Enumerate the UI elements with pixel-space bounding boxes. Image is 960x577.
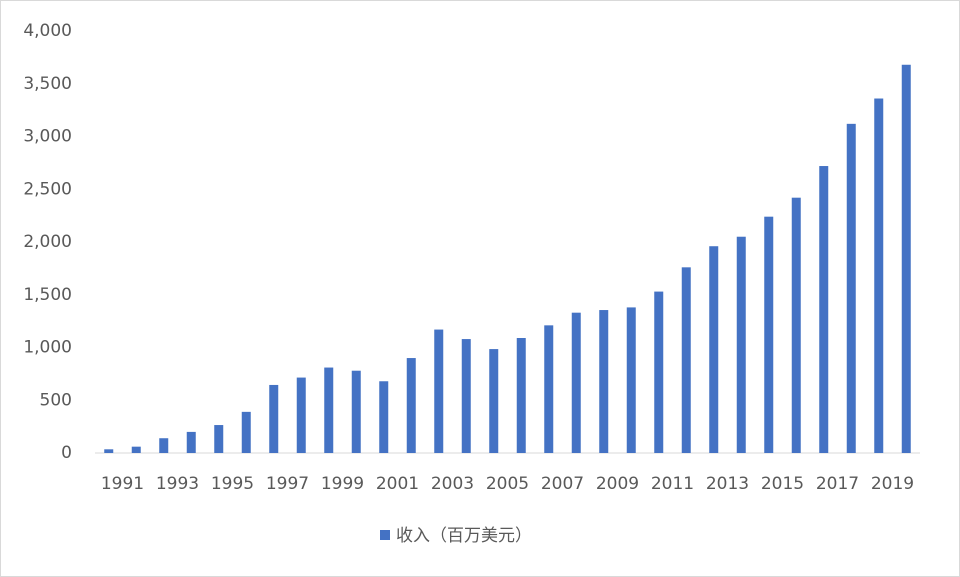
y-tick-label: 1,500: [23, 285, 72, 305]
bar: [516, 338, 526, 453]
x-tick-label: 2007: [541, 474, 584, 494]
x-tick-label: 2011: [651, 474, 694, 494]
bar: [379, 381, 389, 453]
bar: [104, 449, 114, 453]
x-tick-label: 1991: [101, 474, 144, 494]
bar: [131, 446, 141, 453]
x-tick-label: 2019: [871, 474, 914, 494]
bar: [791, 197, 801, 453]
x-tick-label: 1997: [266, 474, 309, 494]
bar: [654, 291, 664, 453]
legend-swatch: [380, 530, 390, 540]
bar: [434, 329, 444, 453]
bar: [681, 267, 691, 453]
bar: [159, 438, 169, 453]
bar: [269, 384, 279, 453]
y-tick-label: 3,000: [23, 127, 72, 147]
x-tick-label: 2005: [486, 474, 529, 494]
y-tick-label: 3,500: [23, 74, 72, 94]
bar: [214, 425, 224, 453]
bar: [241, 411, 251, 453]
y-tick-label: 2,500: [23, 179, 72, 199]
bar: [819, 166, 829, 454]
bar: [406, 358, 416, 453]
y-tick-label: 0: [61, 443, 72, 463]
bar: [846, 123, 856, 453]
bar: [571, 312, 581, 453]
bar: [626, 307, 636, 453]
x-tick-label: 2003: [431, 474, 474, 494]
bar: [736, 236, 746, 453]
x-tick-label: 1995: [211, 474, 254, 494]
y-tick-label: 4,000: [23, 21, 72, 41]
x-tick-label: 1993: [156, 474, 199, 494]
x-tick-label: 2013: [706, 474, 749, 494]
y-tick-label: 500: [40, 390, 72, 410]
bar: [351, 370, 361, 453]
x-tick-label: 2017: [816, 474, 859, 494]
bar: [489, 349, 499, 453]
legend-label: 收入（百万美元）: [396, 526, 532, 546]
y-tick-label: 2,000: [23, 232, 72, 252]
bar: [324, 367, 334, 453]
bar: [764, 216, 774, 453]
x-tick-label: 2009: [596, 474, 639, 494]
bar: [709, 246, 719, 453]
bar: [296, 377, 306, 453]
bar: [874, 98, 884, 454]
x-tick-label: 2015: [761, 474, 804, 494]
bar: [599, 310, 609, 453]
x-tick-label: 1999: [321, 474, 364, 494]
x-tick-label: 2001: [376, 474, 419, 494]
bar: [901, 64, 911, 453]
bar: [186, 431, 196, 453]
bar: [544, 325, 554, 453]
y-tick-label: 1,000: [23, 338, 72, 358]
bar: [461, 339, 471, 453]
